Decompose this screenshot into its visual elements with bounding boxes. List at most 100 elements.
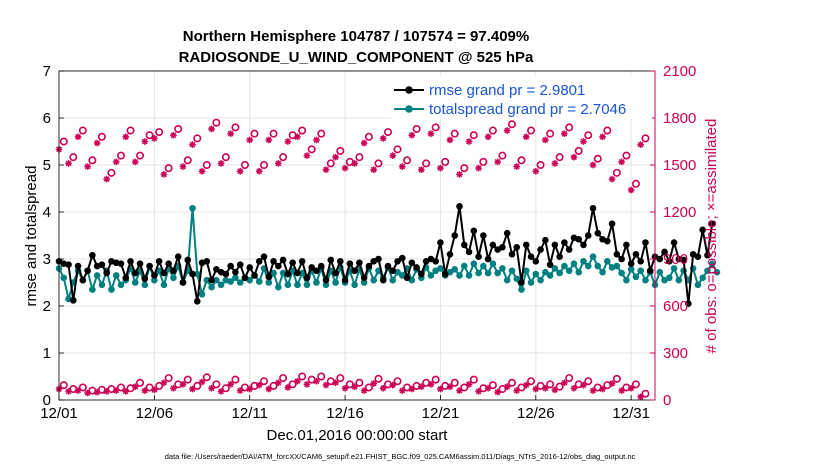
y-right-tick-label: 900 xyxy=(663,251,688,268)
obs-assimilated-stroke xyxy=(532,386,539,392)
obs-possible-point xyxy=(393,377,402,386)
obs-assimilated-stroke xyxy=(342,385,348,392)
obs-possible-point xyxy=(97,132,106,141)
obs-assimilated-point xyxy=(236,167,244,175)
obs-assimilated-point xyxy=(456,387,463,394)
legend-rmse-label: rmse grand pr = 2.9801 xyxy=(429,82,585,99)
rmse-point xyxy=(294,269,301,277)
rmse-point xyxy=(608,220,616,228)
rmse-point xyxy=(298,258,306,265)
obs-assimilated-stroke xyxy=(151,135,158,142)
obs-assimilated-stroke xyxy=(418,166,425,173)
obs-possible-point xyxy=(441,157,450,166)
totalspread-point xyxy=(518,286,525,293)
rmse-point xyxy=(623,241,630,249)
totalspread-point xyxy=(294,281,301,289)
obs-assimilated-stroke xyxy=(237,168,244,175)
obs-assimilated-point xyxy=(131,158,139,166)
grid xyxy=(58,70,655,401)
obs-possible-point xyxy=(593,154,602,163)
obs-possible-point xyxy=(183,375,192,384)
obs-assimilated-stroke xyxy=(542,137,549,143)
obs-assimilated-point xyxy=(198,378,206,386)
rmse-point xyxy=(708,220,716,228)
totalspread-point xyxy=(542,268,549,276)
totalspread-point xyxy=(60,274,68,282)
obs-assimilated-stroke xyxy=(65,388,72,395)
totalspread-point xyxy=(494,269,501,277)
totalspread-point xyxy=(694,281,702,289)
x-tick-label: 12/11 xyxy=(232,405,268,422)
totalspread-point xyxy=(670,265,678,272)
totalspread-point xyxy=(193,270,201,278)
totalspread-point xyxy=(656,268,664,276)
rmse-point xyxy=(241,274,249,282)
obs-possible-point xyxy=(250,129,259,138)
rmse-point xyxy=(213,266,220,273)
obs-assimilated-point xyxy=(74,133,82,141)
obs-assimilated-point xyxy=(284,138,292,145)
obs-assimilated-point xyxy=(122,388,130,395)
obs-assimilated-point xyxy=(151,386,158,394)
x-tick-label: 12/16 xyxy=(326,405,364,422)
obs-assimilated-point xyxy=(351,383,358,390)
rmse-point xyxy=(351,267,358,275)
legend-spread-marker xyxy=(405,105,413,113)
obs-assimilated-point xyxy=(351,160,358,167)
obs-assimilated-point xyxy=(141,138,149,145)
obs-assimilated-stroke xyxy=(637,393,644,400)
obs-possible-point xyxy=(469,375,478,384)
obs-assimilated-stroke xyxy=(590,387,596,394)
obs-assimilated-stroke xyxy=(380,385,387,392)
rmse-point xyxy=(589,204,597,212)
obs-assimilated-point xyxy=(408,131,416,139)
obs-assimilated-stroke xyxy=(494,389,501,396)
obs-possible-point xyxy=(641,134,650,143)
obs-assimilated-stroke xyxy=(103,176,110,183)
obs-assimilated-stroke xyxy=(408,132,415,139)
obs-assimilated-stroke xyxy=(218,160,225,167)
obs-assimilated-point xyxy=(608,175,616,183)
obs-possible-point xyxy=(221,153,230,162)
obs-possible-point xyxy=(155,128,164,137)
totalspread-point xyxy=(284,281,292,289)
obs-assimilated-stroke xyxy=(485,385,492,392)
totalspread-point xyxy=(604,258,611,265)
obs-assimilated-point xyxy=(589,387,597,394)
totalspread-point xyxy=(217,281,225,289)
obs-assimilated-point xyxy=(637,141,644,148)
rmse-point xyxy=(470,227,478,235)
totalspread-series xyxy=(55,204,721,303)
obs-possible-point xyxy=(69,153,78,162)
totalspread-point xyxy=(704,267,711,275)
obs-assimilated-point xyxy=(503,127,511,134)
obs-assimilated-point xyxy=(217,388,225,395)
obs-assimilated-stroke xyxy=(542,385,549,392)
rmse-point xyxy=(561,239,568,246)
obs-possible-point xyxy=(336,374,345,383)
obs-possible-point xyxy=(145,131,154,140)
obs-possible-point xyxy=(460,383,469,392)
totalspread-point xyxy=(546,272,554,279)
totalspread-point xyxy=(594,262,602,270)
obs-assimilated-stroke xyxy=(370,380,377,387)
obs-assimilated-point xyxy=(503,383,511,390)
rmse-point xyxy=(441,270,449,278)
obs-possible-point xyxy=(164,164,173,173)
obs-assimilated-point xyxy=(189,385,196,393)
rmse-point xyxy=(670,239,678,246)
obs-possible-point xyxy=(279,374,288,383)
obs-possible-point xyxy=(174,124,183,133)
obs-assimilated-stroke xyxy=(84,163,91,170)
rmse-point xyxy=(79,276,87,284)
obs-assimilated-point xyxy=(313,136,320,144)
totalspread-point xyxy=(232,274,239,282)
obs-assimilated-stroke xyxy=(523,133,530,140)
obs-assimilated-point xyxy=(475,388,482,395)
obs-possible-point xyxy=(250,381,259,390)
rmse-point xyxy=(556,253,563,260)
obs-possible-point xyxy=(431,123,440,132)
rmse-point xyxy=(122,274,130,282)
totalspread-point xyxy=(189,204,196,212)
y-right-tick-label: 0 xyxy=(663,392,671,409)
